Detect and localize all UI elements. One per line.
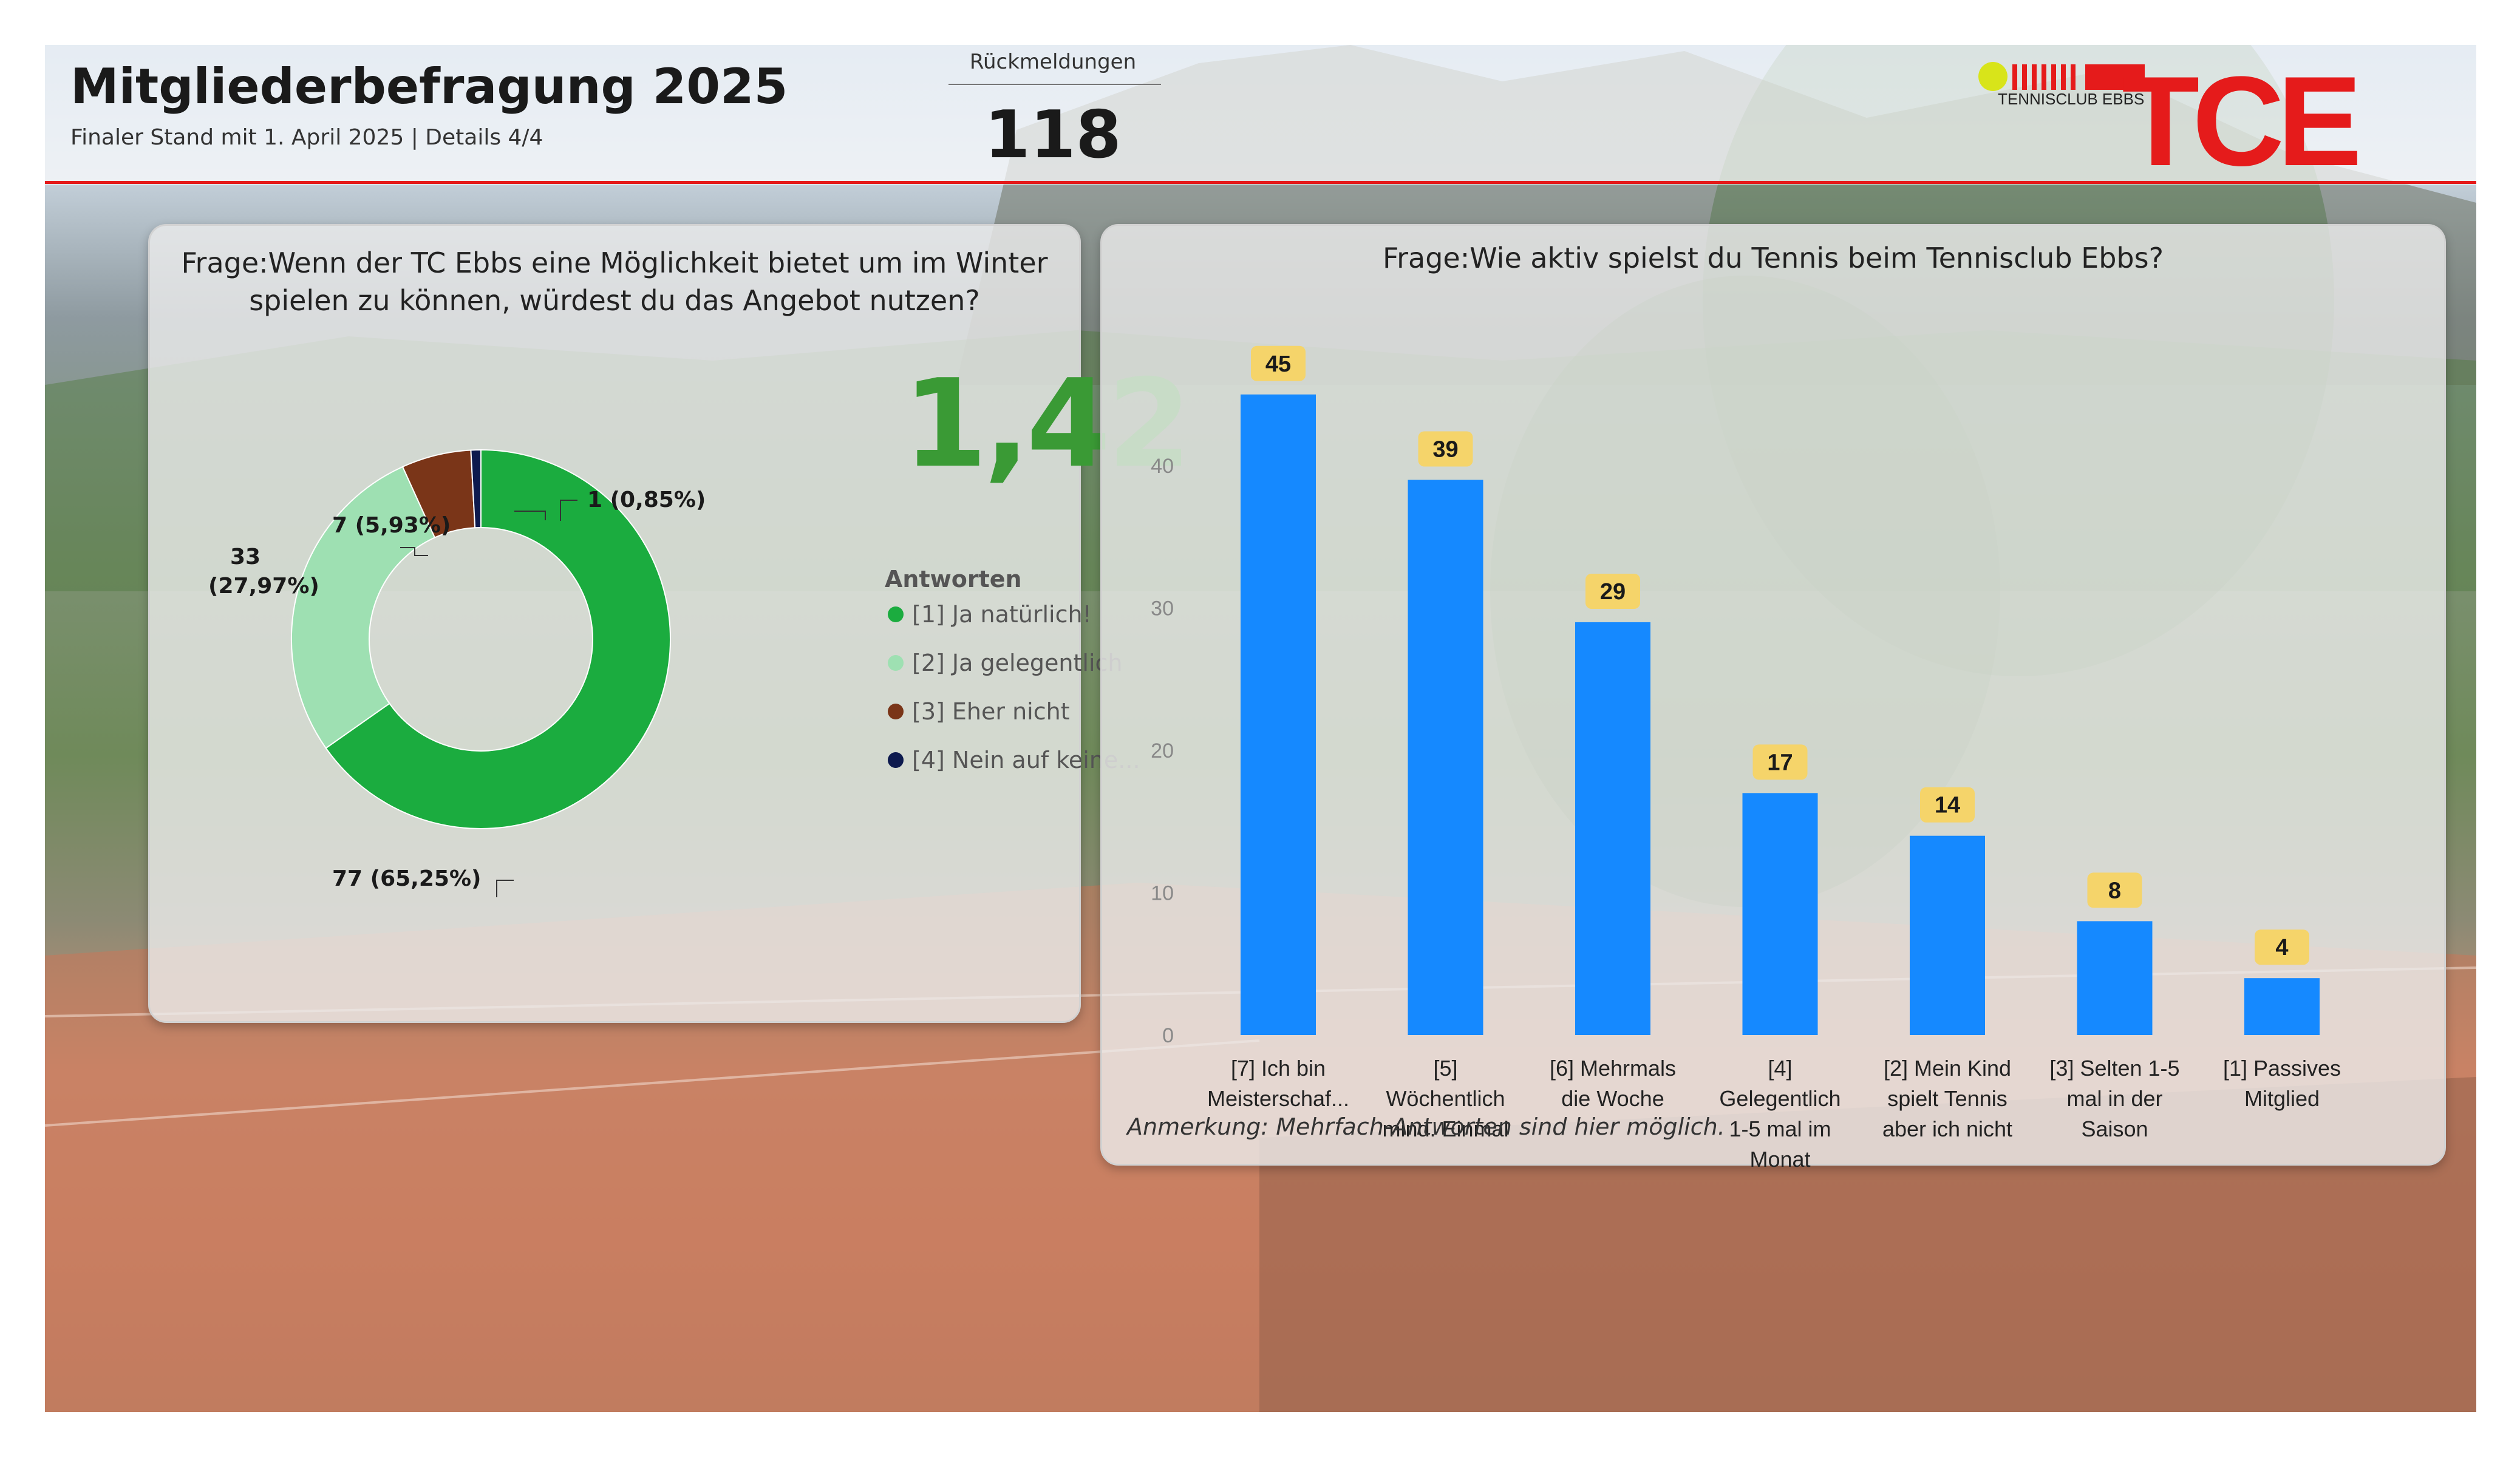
bar-4[interactable]	[1742, 793, 1818, 1035]
x-tick-label: die Woche	[1561, 1086, 1664, 1111]
winter-question-line1: Frage:Wenn der TC Ebbs eine Möglichkeit …	[181, 246, 1048, 279]
logo-text: TCE	[2122, 50, 2357, 192]
responses-divider	[948, 84, 1161, 85]
x-tick-label: [4]	[1768, 1056, 1792, 1081]
page-subtitle: Finaler Stand mit 1. April 2025 | Detail…	[70, 125, 543, 150]
y-tick-label: 20	[1151, 739, 1174, 762]
data-label-badge	[1752, 744, 1808, 780]
data-label-badge	[1920, 787, 1975, 823]
y-tick-label: 40	[1151, 455, 1174, 478]
y-tick-label: 30	[1151, 597, 1174, 620]
donut-slice-1[interactable]	[325, 449, 671, 829]
x-tick-label: spielt Tennis	[1887, 1086, 2007, 1111]
x-tick-label: [5]	[1433, 1056, 1457, 1081]
bar-1[interactable]	[1241, 394, 1316, 1035]
legend-title: Antworten	[885, 566, 1022, 593]
responses-value: 118	[984, 97, 1122, 173]
data-label-badge	[2087, 872, 2142, 908]
x-tick-label: Monat	[1749, 1147, 1810, 1172]
bar-6[interactable]	[2077, 921, 2153, 1035]
data-label: 4	[2275, 935, 2288, 960]
x-tick-label: Meisterschaf...	[1207, 1086, 1349, 1111]
chart-note: Anmerkung: Mehrfach-Antworten sind hier …	[1127, 1113, 1725, 1140]
data-label: 17	[1767, 750, 1793, 775]
legend-swatch	[888, 606, 904, 622]
slice-label-7: 7 (5,93%)	[332, 513, 451, 538]
legend-label: [3] Eher nicht	[912, 698, 1070, 725]
x-tick-label: [1] Passives	[2223, 1056, 2341, 1081]
data-label-badge	[2255, 929, 2309, 965]
x-tick-label: [2] Mein Kind	[1884, 1056, 2011, 1081]
responses-label: Rückmeldungen	[969, 50, 1137, 74]
legend-swatch	[888, 655, 904, 671]
activity-question: Frage:Wie aktiv spielst du Tennis beim T…	[1382, 242, 2164, 274]
data-label-badge	[1251, 345, 1306, 381]
bar-3[interactable]	[1575, 622, 1650, 1035]
data-label: 45	[1265, 352, 1291, 377]
legend-swatch	[888, 752, 904, 768]
bar-2[interactable]	[1408, 480, 1483, 1035]
data-label-badge	[1418, 431, 1473, 467]
data-label: 39	[1432, 436, 1458, 462]
slice-label-77: 77 (65,25%)	[332, 866, 482, 891]
y-tick-label: 10	[1151, 882, 1174, 905]
x-tick-label: Mitglied	[2244, 1086, 2320, 1111]
donut-slice-2[interactable]	[291, 466, 436, 749]
page-title: Mitgliederbefragung 2025	[70, 58, 788, 115]
slice-label-33-percent: (27,97%)	[208, 574, 319, 599]
tce-logo: TENNISCLUB EBBS TCE	[1978, 50, 2365, 192]
y-tick-label: 0	[1162, 1024, 1174, 1047]
x-tick-label: Wöchentlich	[1386, 1086, 1505, 1111]
legend-label: [1] Ja natürlich!	[912, 601, 1092, 628]
logo-subtext: TENNISCLUB EBBS	[1998, 90, 2144, 108]
activity-question-card: Frage:Wie aktiv spielst du Tennis beim T…	[1100, 224, 2446, 1172]
x-tick-label: Gelegentlich	[1719, 1086, 1841, 1111]
legend-swatch	[888, 704, 904, 719]
x-tick-label: mal in der	[2066, 1086, 2162, 1111]
header-divider	[45, 181, 2476, 184]
winter-question-line2: spielen zu können, würdest du das Angebo…	[249, 284, 980, 317]
bar-chart: 0 10 20 30 40 45 [7] Ich bin Meisterschaf... 39 […	[1151, 345, 2341, 1172]
bar-5[interactable]	[1910, 835, 1985, 1035]
x-tick-label: [3] Selten 1-5	[2049, 1056, 2179, 1081]
x-tick-label: aber ich nicht	[1882, 1116, 2012, 1141]
donut-chart	[291, 449, 671, 897]
x-tick-label: mind. Einmal	[1382, 1116, 1508, 1141]
report-canvas: Mitgliederbefragung 2025 Finaler Stand m…	[45, 45, 2476, 1412]
x-tick-label: [6] Mehrmals	[1550, 1056, 1676, 1081]
data-label-badge	[1585, 573, 1640, 609]
bar-7[interactable]	[2244, 978, 2320, 1035]
x-tick-label: 1-5 mal im	[1729, 1116, 1831, 1141]
winter-question-card: Frage:Wenn der TC Ebbs eine Möglichkeit …	[148, 224, 1191, 1023]
legend-label: [2] Ja gelegentlich	[912, 650, 1123, 676]
donut-slice-4[interactable]	[470, 449, 482, 529]
slice-label-1: 1 (0,85%)	[587, 487, 706, 512]
data-label: 29	[1600, 579, 1626, 605]
x-tick-label: Saison	[2081, 1116, 2148, 1141]
tennis-ball-icon	[1978, 62, 2007, 91]
data-label: 14	[1935, 793, 1960, 818]
x-tick-label: [7] Ich bin	[1231, 1056, 1326, 1081]
data-label: 8	[2108, 878, 2121, 903]
slice-label-33-count: 33	[230, 545, 261, 569]
